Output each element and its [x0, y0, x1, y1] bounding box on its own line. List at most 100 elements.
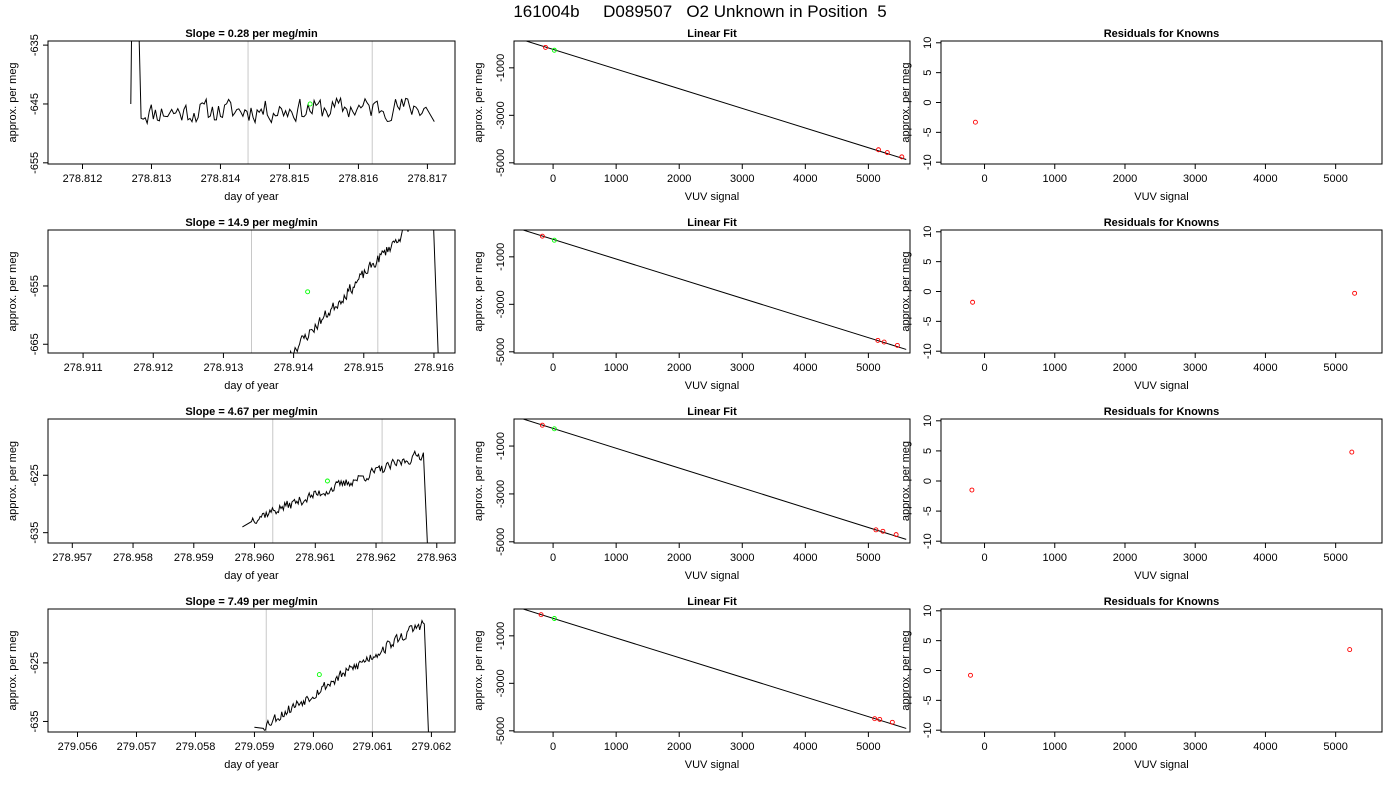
y-tick-label: -5000 [495, 528, 507, 556]
x-tick-label: 0 [550, 552, 556, 564]
y-axis-label: approx. per meg [473, 62, 485, 142]
known-point [538, 612, 544, 618]
y-tick-label: 5 [922, 70, 934, 76]
known-point [889, 719, 895, 725]
y-tick-label: -645 [29, 93, 41, 115]
x-tick-label: 1000 [604, 173, 628, 185]
y-tick-label: -625 [29, 464, 41, 486]
x-tick-label: 4000 [1253, 362, 1277, 374]
y-tick-label: -3000 [495, 101, 507, 129]
residual-point [1352, 290, 1358, 296]
panel-fit-2: Linear Fit 0 1000 2000 3000 4000 5000 -5000 -300… [473, 217, 911, 392]
y-tick-label: -1000 [495, 243, 507, 271]
known-point [876, 147, 881, 153]
known-point [875, 337, 881, 343]
x-tick-label: 1000 [604, 552, 628, 564]
panel-title: Residuals for Knowns [1104, 596, 1220, 608]
x-axis-label: VUV signal [1134, 191, 1188, 203]
panel-time-3: Slope = 4.67 per meg/min 278.957 278.958 27… [7, 406, 457, 582]
x-tick-label: 1000 [1043, 173, 1067, 185]
y-tick-label: -10 [922, 722, 934, 738]
y-tick-label: -655 [29, 152, 41, 174]
fit-line [521, 419, 907, 540]
plot-frame [513, 40, 911, 165]
known-point [893, 532, 899, 538]
x-tick-label: 279.057 [117, 741, 157, 753]
x-tick-label: 2000 [1113, 552, 1137, 564]
known-point [877, 716, 883, 722]
x-tick-label: 2000 [1113, 362, 1137, 374]
unknown-point [551, 426, 557, 432]
y-tick-label: 0 [922, 99, 934, 105]
x-tick-label: 0 [981, 741, 987, 753]
panel-title: Linear Fit [687, 596, 737, 608]
y-axis-label: approx. per meg [900, 62, 912, 142]
x-axis-label: VUV signal [685, 570, 739, 582]
y-tick-label: -635 [29, 710, 41, 732]
plot-frame [47, 608, 456, 733]
x-tick-label: 3000 [730, 362, 754, 374]
y-tick-label: -625 [29, 652, 41, 674]
x-tick-label: 278.957 [52, 552, 92, 564]
known-point [881, 339, 887, 345]
known-point [872, 716, 878, 722]
y-tick-label: -5 [922, 127, 934, 137]
y-tick-label: -3000 [495, 480, 507, 508]
x-tick-label: 278.911 [64, 362, 103, 374]
y-tick-label: -3000 [495, 290, 507, 318]
residual-point [968, 672, 973, 678]
y-tick-label: -5000 [495, 717, 507, 745]
y-tick-label: -3000 [495, 669, 507, 697]
y-tick-label: 0 [922, 478, 934, 484]
panel-title: Linear Fit [687, 28, 737, 40]
x-tick-label: 278.915 [344, 362, 384, 374]
x-tick-label: 279.056 [58, 741, 98, 753]
fit-line [521, 230, 907, 350]
unknown-point [316, 672, 322, 678]
panel-residuals-1: Residuals for Knowns 0 1000 2000 3000 4000 500… [900, 28, 1383, 203]
x-tick-label: 4000 [793, 173, 817, 185]
x-tick-label: 3000 [1183, 173, 1207, 185]
y-tick-label: -655 [29, 275, 41, 297]
x-tick-label: 5000 [856, 173, 880, 185]
plot-frame [513, 229, 911, 354]
x-tick-label: 278.817 [408, 173, 448, 185]
x-tick-label: 279.060 [294, 741, 334, 753]
unknown-point [551, 47, 557, 53]
x-tick-label: 4000 [793, 362, 817, 374]
y-tick-label: -665 [29, 333, 41, 355]
x-tick-label: 5000 [856, 362, 880, 374]
known-point [873, 527, 879, 533]
plot-frame [513, 418, 911, 544]
y-tick-label: 0 [922, 667, 934, 673]
x-tick-label: 278.960 [235, 552, 275, 564]
x-tick-label: 278.959 [174, 552, 214, 564]
x-axis-label: day of year [224, 759, 279, 771]
panel-fit-3: Linear Fit 0 1000 2000 3000 4000 5000 -5000 -300… [473, 406, 911, 582]
plot-frame [47, 229, 456, 354]
panel-title: Slope = 14.9 per meg/min [185, 217, 318, 229]
x-tick-label: 5000 [856, 741, 880, 753]
x-tick-label: 5000 [1323, 552, 1347, 564]
x-tick-label: 0 [550, 362, 556, 374]
x-axis-label: VUV signal [685, 191, 739, 203]
y-axis-label: approx. per meg [900, 251, 912, 331]
y-tick-label: -635 [29, 34, 41, 56]
y-tick-label: -5 [922, 506, 934, 516]
x-tick-label: 2000 [667, 552, 691, 564]
x-tick-label: 278.962 [356, 552, 396, 564]
x-tick-label: 4000 [1253, 741, 1277, 753]
x-axis-label: day of year [224, 380, 279, 392]
known-point [539, 422, 545, 428]
panel-residuals-2: Residuals for Knowns 0 1000 2000 3000 4000 500… [900, 217, 1383, 392]
panel-time-4: Slope = 7.49 per meg/min 279.056 279.057 27… [7, 596, 456, 771]
panel-title: Linear Fit [687, 217, 737, 229]
trace-line [254, 619, 429, 732]
x-axis-label: VUV signal [1134, 380, 1188, 392]
plot-frame [940, 418, 1383, 544]
known-point [894, 342, 900, 348]
plot-frame [47, 40, 456, 165]
x-tick-label: 5000 [856, 552, 880, 564]
panel-title: Slope = 7.49 per meg/min [185, 596, 318, 608]
x-tick-label: 278.913 [204, 362, 244, 374]
